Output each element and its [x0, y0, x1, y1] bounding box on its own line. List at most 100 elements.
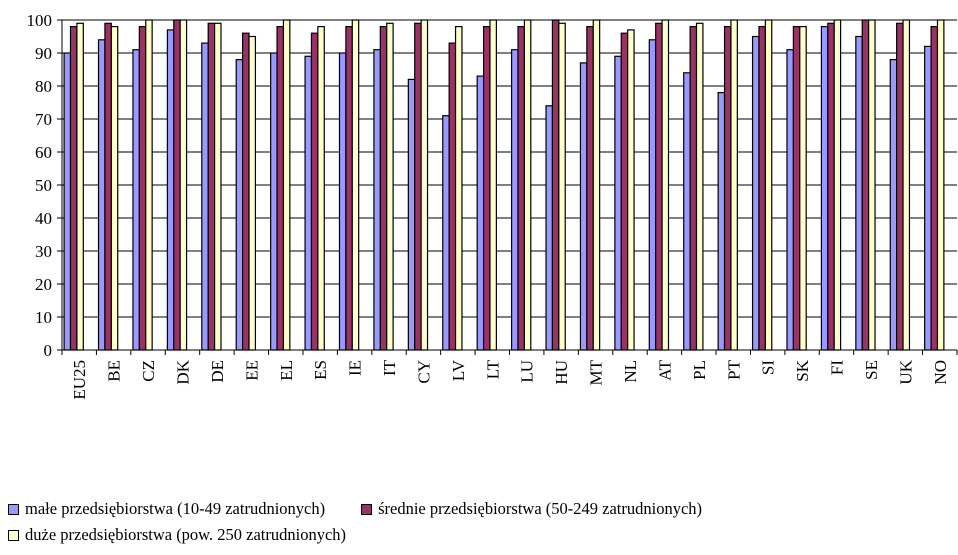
x-tick-label: FI [828, 360, 847, 375]
bar-CY-s2 [414, 22, 422, 351]
x-tick-label: LT [483, 359, 502, 379]
legend-swatch-medium [361, 503, 373, 515]
x-tick-label: AT [655, 359, 674, 380]
bar-NL-s1 [614, 55, 622, 351]
bar-NO-s1 [924, 45, 932, 351]
x-tick-label: PT [724, 359, 743, 379]
bar-SE-s2 [861, 19, 870, 351]
bar-CZ-s3 [145, 19, 153, 351]
bar-NO-s2 [930, 26, 939, 351]
bar-SK-s2 [792, 26, 801, 351]
bar-BE-s3 [110, 26, 119, 351]
bar-AT-s1 [648, 39, 657, 351]
x-tick-label: UK [896, 359, 915, 384]
y-tick-label: 60 [35, 143, 52, 162]
bar-NL-s2 [620, 32, 629, 351]
bar-PT-s2 [723, 26, 732, 351]
bar-EU25-s1 [63, 52, 72, 351]
y-tick-label: 40 [35, 209, 52, 228]
bar-LU-s2 [517, 26, 526, 351]
legend-label-medium: średnie przedsiębiorstwa (50-249 zatrudn… [378, 499, 703, 518]
bar-DE-s2 [207, 22, 216, 351]
bar-UK-s3 [902, 19, 911, 351]
x-tick-label: SI [759, 360, 778, 375]
bar-ES-s2 [310, 32, 319, 351]
bar-PT-s3 [730, 19, 738, 351]
x-tick-label: DE [208, 360, 227, 383]
bar-EE-s2 [242, 32, 250, 351]
bar-SE-s1 [855, 35, 863, 351]
legend-swatch-small [8, 503, 19, 515]
bar-DK-s1 [166, 29, 175, 351]
bar-EL-s3 [282, 19, 291, 351]
legend-label-large: duże przedsiębiorstwa (pow. 250 zatrudni… [25, 525, 347, 544]
x-tick-label: LV [449, 359, 468, 381]
bar-FI-s2 [827, 22, 835, 351]
bar-NL-s3 [627, 29, 635, 351]
bar-LV-s1 [442, 115, 450, 351]
bar-LV-s2 [448, 42, 457, 351]
bar-MT-s2 [586, 26, 594, 351]
y-tick-label: 90 [35, 44, 52, 63]
bar-CZ-s2 [138, 26, 147, 351]
bar-LV-s3 [454, 26, 463, 351]
bar-ES-s3 [317, 26, 325, 351]
bar-DE-s3 [213, 22, 222, 351]
bar-EL-s1 [270, 52, 278, 351]
bar-EU25-s3 [76, 22, 84, 351]
bar-MT-s1 [579, 62, 588, 351]
bar-DE-s1 [201, 42, 209, 351]
bar-ES-s1 [304, 55, 313, 351]
x-tick-label: MT [587, 359, 606, 385]
bar-EU25-s2 [69, 26, 78, 351]
bar-EE-s1 [235, 58, 244, 351]
bar-IE-s3 [351, 19, 360, 351]
bar-SI-s1 [751, 35, 760, 351]
bar-AT-s2 [655, 22, 663, 351]
bar-MT-s3 [592, 19, 601, 351]
bar-CY-s1 [407, 78, 416, 351]
bar-UK-s2 [896, 22, 904, 351]
bar-LT-s1 [476, 75, 485, 351]
y-tick-label: 100 [27, 11, 53, 30]
bar-EL-s2 [276, 26, 285, 351]
x-tick-label: SK [793, 359, 812, 381]
bar-HU-s1 [545, 105, 554, 351]
x-tick-label: ES [311, 360, 330, 380]
bar-HU-s2 [551, 19, 560, 351]
y-tick-label: 80 [35, 77, 52, 96]
legend-swatch-large [8, 529, 19, 541]
y-tick-label: 70 [35, 110, 52, 129]
legend: małe przedsiębiorstwa (10-49 zatrudniony… [8, 496, 953, 548]
x-tick-label: EU25 [70, 360, 89, 400]
bar-DK-s3 [179, 19, 188, 351]
y-tick-label: 0 [44, 341, 53, 360]
bar-AT-s3 [661, 19, 670, 351]
x-tick-label: CZ [139, 360, 158, 382]
x-tick-label: CY [414, 360, 433, 384]
bar-IT-s3 [386, 22, 394, 351]
x-tick-label: NO [931, 360, 950, 385]
bar-DK-s2 [173, 19, 181, 351]
bar-NO-s3 [936, 19, 945, 351]
x-tick-label: SE [862, 360, 881, 380]
bar-LT-s2 [482, 26, 491, 351]
bar-IE-s2 [345, 26, 353, 351]
bar-LU-s3 [523, 19, 532, 351]
bar-IE-s1 [338, 52, 347, 351]
bar-UK-s1 [889, 58, 898, 351]
bar-SK-s1 [786, 49, 794, 351]
bar-SI-s3 [764, 19, 773, 351]
x-tick-label: EL [277, 360, 296, 381]
bar-PL-s2 [689, 26, 698, 351]
bar-PL-s3 [695, 22, 704, 351]
x-tick-label: NL [621, 360, 640, 383]
bar-HU-s3 [558, 22, 566, 351]
bar-CY-s3 [420, 19, 429, 351]
y-tick-label: 10 [35, 308, 52, 327]
legend-item-medium: średnie przedsiębiorstwa (50-249 zatrudn… [361, 499, 702, 519]
bar-BE-s2 [104, 22, 112, 351]
bar-LT-s3 [489, 19, 497, 351]
bar-chart: 0 10 20 30 40 50 60 70 80 90 100 EU25 BE CZ DK DE EE EL ES… [27, 11, 958, 400]
bar-BE-s1 [97, 39, 106, 351]
